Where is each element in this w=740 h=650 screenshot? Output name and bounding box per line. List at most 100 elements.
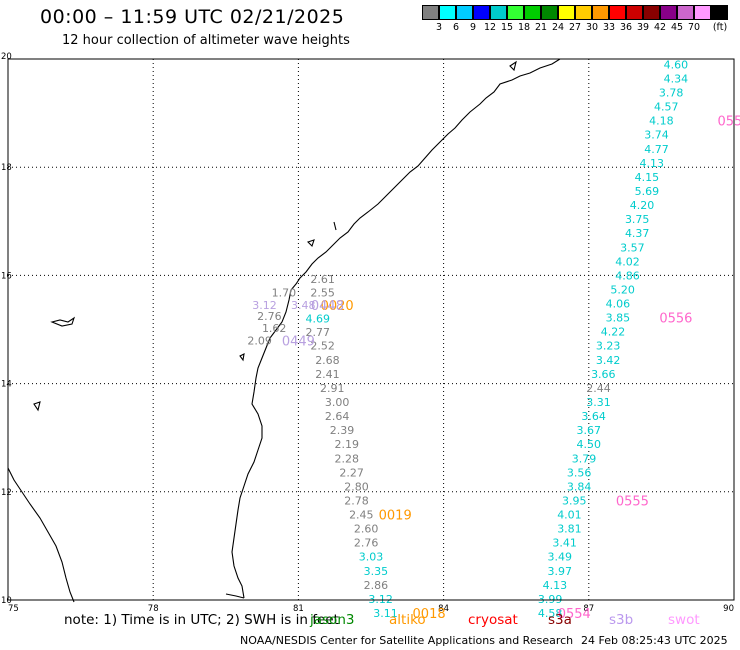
legend-label: 12 (483, 22, 497, 33)
wave-height-label: 2.64 (325, 410, 350, 423)
axis-tick-labels: 75 78 81 84 87 90 20 18 16 14 12 10 (1, 52, 734, 614)
wave-height-label: 3.35 (364, 565, 389, 578)
legend-swatch (524, 5, 541, 20)
wave-height-label: 3.31 (586, 396, 611, 409)
india-coastline (231, 58, 561, 599)
island-5 (239, 353, 245, 362)
legend-swatch (660, 5, 677, 20)
lon-tick-label: 90 (723, 604, 734, 614)
island-2 (33, 401, 41, 412)
wave-height-label: 2.76 (354, 537, 379, 550)
wave-height-label: 3.42 (596, 354, 621, 367)
wave-height-label: 3.81 (557, 523, 582, 536)
wave-height-label: 3.00 (325, 396, 350, 409)
legend-label: 15 (500, 22, 514, 33)
island-4 (306, 239, 315, 248)
pass-label: 0448 (311, 299, 344, 314)
lat-tick-label: 14 (1, 380, 12, 390)
wave-height-label: 3.85 (606, 312, 631, 325)
credit-text: NOAA/NESDIS Center for Satellite Applica… (240, 634, 574, 647)
legend-swatch (711, 5, 728, 20)
wave-height-label: 4.13 (543, 579, 568, 592)
pass-label: 0554 (558, 607, 591, 622)
wave-height-label: 4.06 (606, 298, 631, 311)
wave-height-label: 2.28 (335, 452, 360, 465)
legend-swatch (643, 5, 660, 20)
lon-tick-label: 84 (438, 604, 449, 614)
pass-label: 0555 (616, 494, 649, 509)
wave-height-label: 2.55 (310, 287, 335, 300)
wave-height-label: 3.95 (562, 494, 587, 507)
wave-height-label: 4.57 (654, 101, 679, 114)
wave-height-label: 1.62 (262, 322, 287, 335)
wave-height-label: 3.78 (659, 87, 684, 100)
wave-height-label: 4.60 (664, 58, 689, 71)
legend-label: 9 (469, 22, 477, 33)
pass-label: 0018 (413, 607, 446, 622)
lat-tick-label: 10 (1, 596, 12, 606)
legend-label: 3 (435, 22, 443, 33)
wave-height-label: 4.86 (615, 269, 640, 282)
lon-tick-label: 87 (583, 604, 594, 614)
wave-height-label: 4.37 (625, 227, 650, 240)
legend-label: 18 (517, 22, 531, 33)
map-frame (7, 58, 735, 601)
lat-tick-label: 12 (1, 488, 12, 498)
wave-height-label: 2.78 (344, 494, 369, 507)
wave-height-label: 4.13 (639, 157, 664, 170)
lat-tick-label: 18 (1, 163, 12, 173)
wave-height-label: 3.49 (548, 551, 573, 564)
wave-height-label: 3.41 (552, 537, 577, 550)
legend-label: 30 (585, 22, 599, 33)
legend-label: 24 (551, 22, 565, 33)
legend-label: 36 (619, 22, 633, 33)
wave-height-label: 4.34 (664, 72, 689, 85)
legend-swatch (507, 5, 524, 20)
wave-height-label: 4.22 (601, 326, 626, 339)
pass-label: 0020 (321, 299, 354, 314)
wave-height-label: 2.41 (315, 368, 340, 381)
wave-height-label: 3.97 (548, 565, 573, 578)
wave-height-label: 2.86 (364, 579, 389, 592)
wave-height-label: 5.69 (635, 185, 660, 198)
wave-height-label: 5.20 (610, 283, 635, 296)
wave-height-label: 3.75 (625, 213, 650, 226)
wave-height-label: 3.66 (591, 368, 616, 381)
wave-height-label: 2.52 (310, 340, 335, 353)
legend-swatch (490, 5, 507, 20)
wave-height-label: 2.27 (339, 466, 364, 479)
wave-height-label: 2.45 (349, 509, 374, 522)
wave-height-label: 2.19 (335, 438, 360, 451)
wave-height-label: 3.12 (252, 299, 277, 312)
lat-tick-label: 16 (1, 271, 12, 281)
wave-height-label: 3.56 (567, 466, 592, 479)
wave-height-label: 4.15 (635, 171, 660, 184)
wave-height-label: 4.01 (557, 509, 582, 522)
pass-label: 0557 (717, 115, 740, 130)
wave-height-label: 2.77 (306, 326, 331, 339)
legend-label: 21 (534, 22, 548, 33)
wave-height-label: 2.39 (330, 424, 355, 437)
satellite-name: s3b (609, 612, 634, 628)
pass-label: 0019 (379, 509, 412, 524)
legend-swatch (422, 5, 439, 20)
wave-height-label: 2.09 (247, 334, 272, 347)
legend-label: 70 (687, 22, 701, 33)
wave-height-label: 4.77 (644, 143, 669, 156)
legend-unit: (ft) (712, 22, 728, 33)
legend-swatch (694, 5, 711, 20)
wave-height-label: 2.60 (354, 523, 379, 536)
legend-label: 33 (602, 22, 616, 33)
legend-swatch (558, 5, 575, 20)
wave-height-label: 3.57 (620, 241, 645, 254)
grid-lines (8, 59, 734, 600)
chart-subtitle: 12 hour collection of altimeter wave hei… (62, 33, 350, 48)
wave-height-label: 2.68 (315, 354, 340, 367)
wave-height-label: 4.58 (538, 607, 563, 620)
satellite-name: jason3 (310, 612, 355, 628)
lon-tick-label: 78 (148, 604, 159, 614)
wave-height-label: 4.50 (577, 438, 602, 451)
island-6 (509, 60, 517, 72)
